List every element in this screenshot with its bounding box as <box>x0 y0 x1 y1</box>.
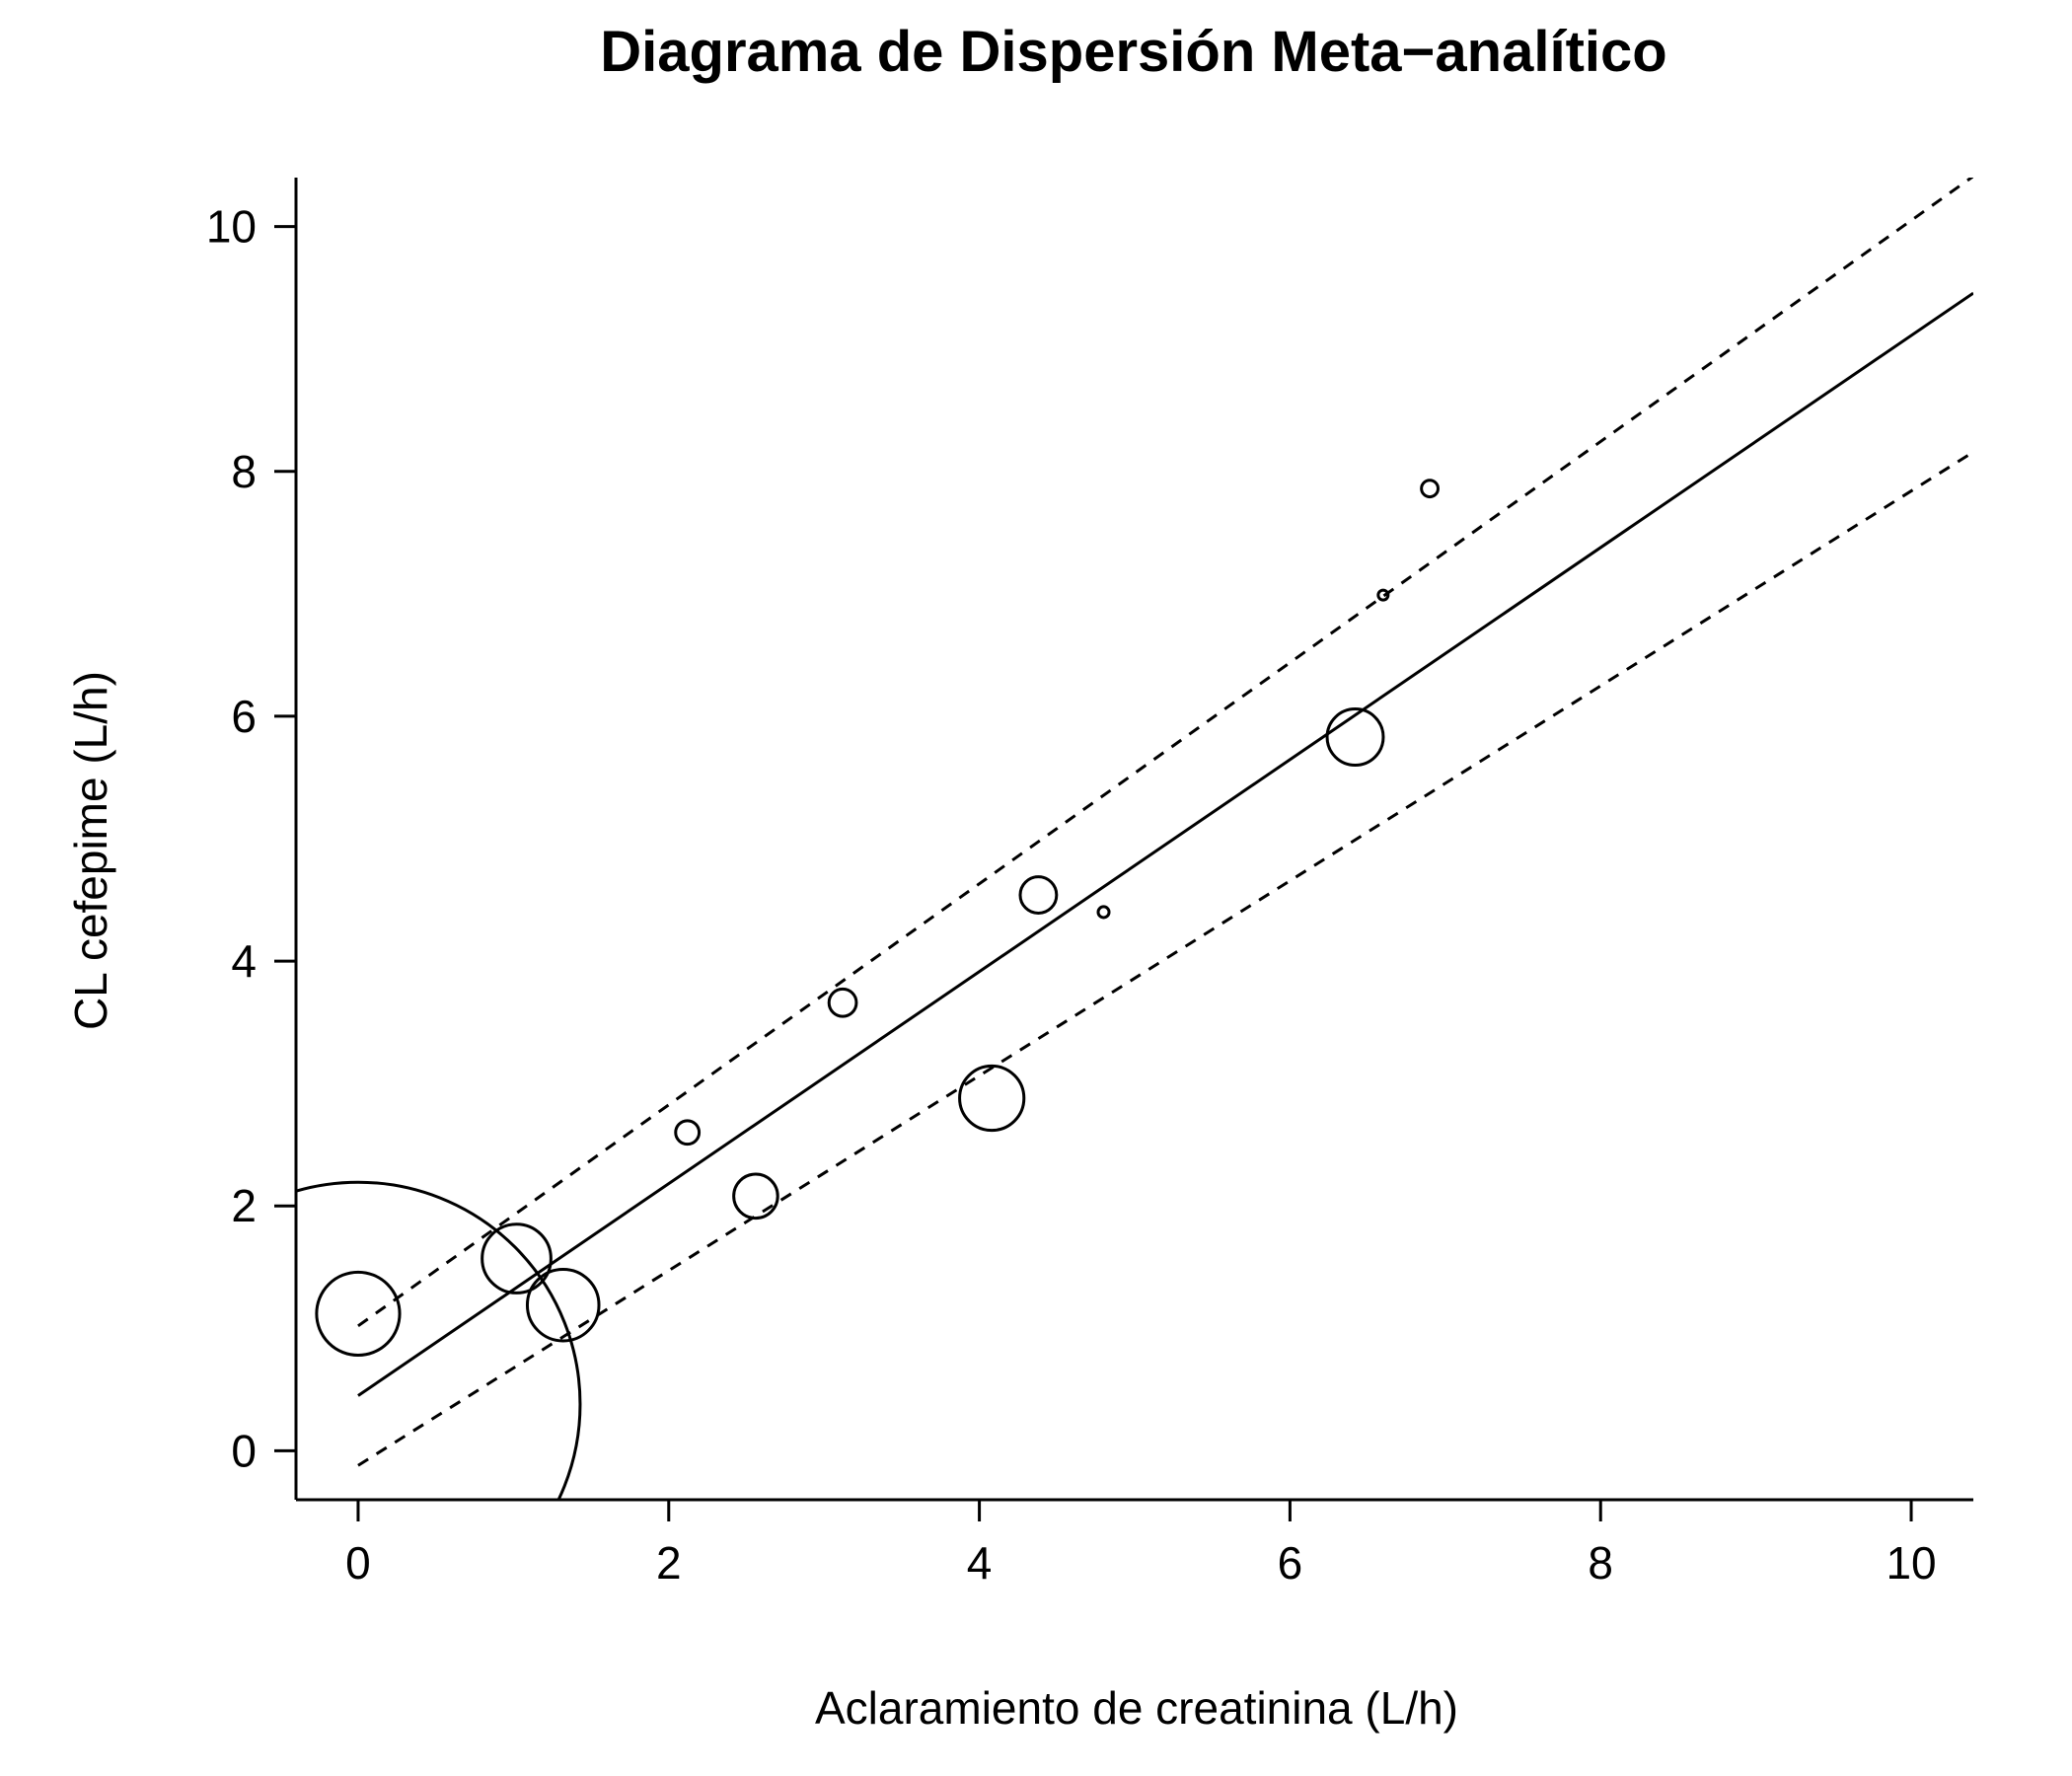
regression-line <box>357 291 1973 1397</box>
data-point <box>732 1172 779 1221</box>
data-point <box>525 1267 601 1343</box>
axes: 0 2 4 6 8 10 0 2 4 6 8 10 <box>206 178 1973 1589</box>
x-tick-label: 6 <box>1278 1537 1303 1589</box>
data-point <box>827 987 858 1018</box>
data-point <box>674 1119 702 1147</box>
lower-ci-line <box>357 450 1973 1467</box>
data-point <box>1376 588 1390 602</box>
y-tick-label: 10 <box>206 201 257 253</box>
y-tick-label: 2 <box>231 1180 257 1231</box>
y-tick-label: 8 <box>231 446 257 497</box>
x-tick-label: 8 <box>1588 1537 1613 1589</box>
y-tick-label: 6 <box>231 691 257 742</box>
data-point <box>315 1270 402 1358</box>
x-axis-label: Aclaramiento de creatinina (L/h) <box>815 1682 1458 1734</box>
plot-area <box>296 178 1973 1500</box>
x-tick-label: 0 <box>345 1537 371 1589</box>
x-tick-label: 4 <box>967 1537 993 1589</box>
x-tick-label: 2 <box>656 1537 682 1589</box>
data-point <box>1420 479 1440 499</box>
data-point <box>1018 875 1059 915</box>
y-axis-label: CL cefepime (L/h) <box>65 671 116 1030</box>
data-point <box>1325 707 1385 767</box>
upper-ci-line <box>357 178 1973 1328</box>
chart-title: Diagrama de Dispersión Meta−analítico <box>600 20 1666 84</box>
x-tick-label: 10 <box>1886 1537 1936 1589</box>
y-tick-label: 0 <box>231 1425 257 1476</box>
data-point <box>958 1064 1026 1133</box>
data-point <box>1096 905 1111 920</box>
data-point <box>481 1222 553 1295</box>
y-tick-label: 4 <box>231 935 257 987</box>
data-point <box>296 1180 582 1500</box>
